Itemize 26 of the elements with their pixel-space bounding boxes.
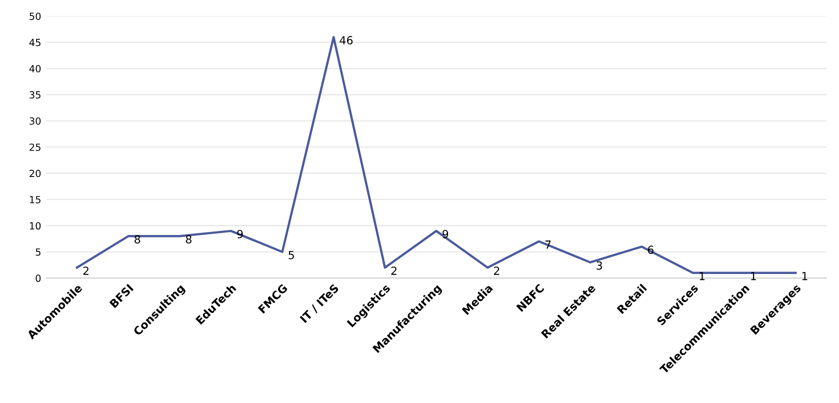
- data-label: 1: [802, 272, 808, 280]
- data-label: 6: [648, 246, 654, 254]
- y-tick-label: 45: [29, 38, 40, 46]
- data-label: 1: [700, 272, 705, 280]
- data-label: 3: [596, 261, 602, 270]
- data-label: 2: [494, 266, 500, 275]
- y-tick-label: 0: [36, 274, 41, 282]
- data-label: 8: [186, 235, 192, 244]
- y-tick-label: 35: [30, 91, 40, 99]
- y-tick-label: 5: [36, 248, 40, 256]
- y-tick-label: 10: [30, 222, 41, 230]
- data-label: 1: [751, 272, 756, 280]
- data-label: 9: [442, 230, 448, 238]
- y-tick-label: 50: [30, 12, 41, 20]
- data-label: 2: [391, 266, 396, 275]
- line-series: [76, 36, 797, 274]
- y-tick-label: 20: [30, 170, 41, 178]
- data-label: 46: [340, 36, 353, 44]
- y-tick-label: 40: [29, 64, 41, 72]
- y-tick-label: 30: [30, 117, 41, 125]
- y-tick-label: 15: [30, 196, 40, 204]
- data-label: 2: [83, 266, 88, 275]
- data-label: 5: [288, 251, 294, 260]
- y-tick-label: 25: [30, 144, 40, 151]
- data-label: 8: [134, 235, 140, 244]
- data-label: 7: [545, 240, 551, 249]
